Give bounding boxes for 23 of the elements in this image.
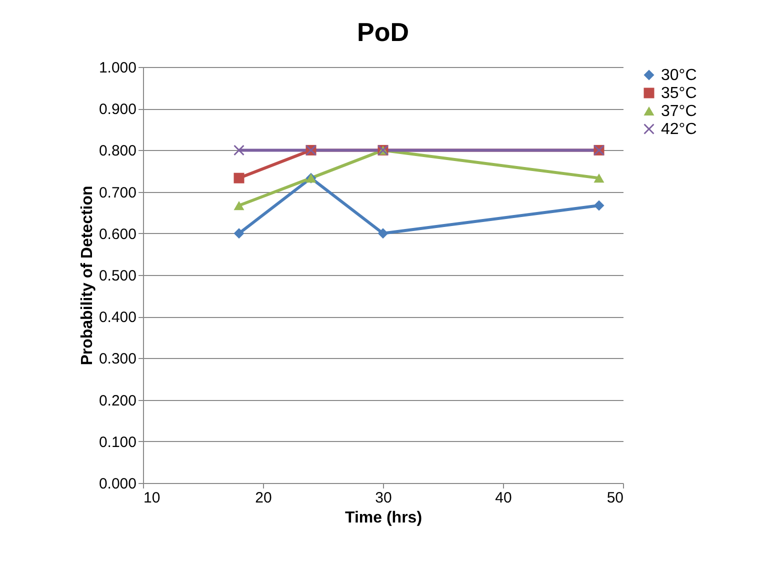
legend-label: 35°C — [661, 85, 697, 102]
y-tick-label: 0.400 — [98, 309, 136, 326]
legend-label: 30°C — [661, 67, 697, 84]
y-tick-label: 0.000 — [98, 476, 136, 492]
x-tick-label: 40 — [495, 490, 512, 506]
y-tick-label: 0.500 — [98, 268, 136, 284]
y-tick-label: 0.100 — [98, 434, 136, 451]
legend-label: 37°C — [661, 103, 697, 120]
y-tick-label: 0.200 — [98, 392, 136, 410]
chart-title: PoD — [357, 17, 409, 47]
x-tick-label: 10 — [144, 490, 160, 506]
y-tick-label: 0.700 — [98, 184, 136, 202]
y-tick-label: 0.800 — [98, 142, 136, 160]
x-axis-title: Time (hrs) — [344, 510, 422, 526]
x-tick-label: 20 — [255, 490, 272, 506]
y-tick-label: 0.600 — [98, 226, 136, 243]
x-tick-label: 50 — [606, 490, 624, 506]
y-tick-label: 1.000 — [98, 60, 136, 76]
y-tick-label: 0.300 — [98, 350, 136, 368]
y-tick-label: 0.900 — [98, 101, 136, 118]
y-axis-title: Probability of Detection — [78, 186, 96, 366]
legend-label: 42°C — [661, 121, 697, 138]
x-tick-label: 30 — [375, 490, 392, 506]
